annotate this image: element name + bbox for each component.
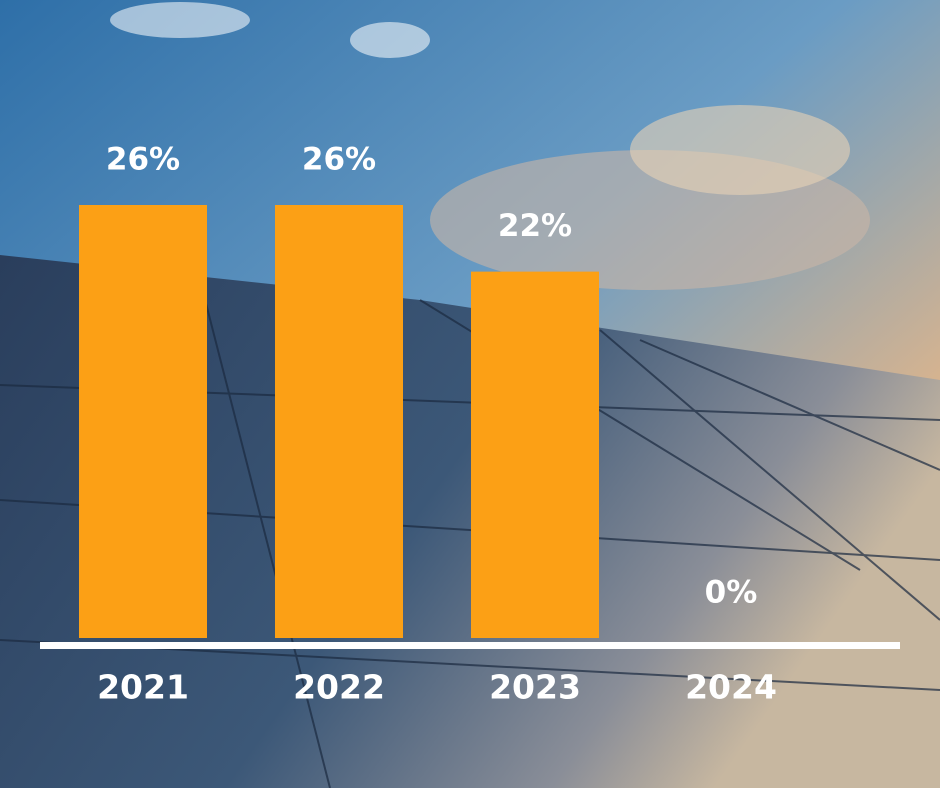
bar: [471, 271, 599, 638]
cloud: [110, 2, 250, 38]
baseline: [40, 642, 900, 649]
x-tick-label: 2021: [97, 668, 189, 707]
solar-panels: [0, 255, 940, 788]
cloud: [350, 22, 430, 58]
cloud: [630, 105, 850, 195]
value-label: 26%: [106, 142, 180, 178]
x-tick-label: 2024: [685, 668, 777, 707]
bar: [275, 205, 403, 638]
value-label: 26%: [302, 142, 376, 178]
bar: [79, 205, 207, 638]
value-label: 0%: [705, 575, 758, 611]
value-label: 22%: [498, 208, 572, 244]
x-tick-label: 2023: [489, 668, 581, 707]
x-tick-label: 2022: [293, 668, 385, 707]
